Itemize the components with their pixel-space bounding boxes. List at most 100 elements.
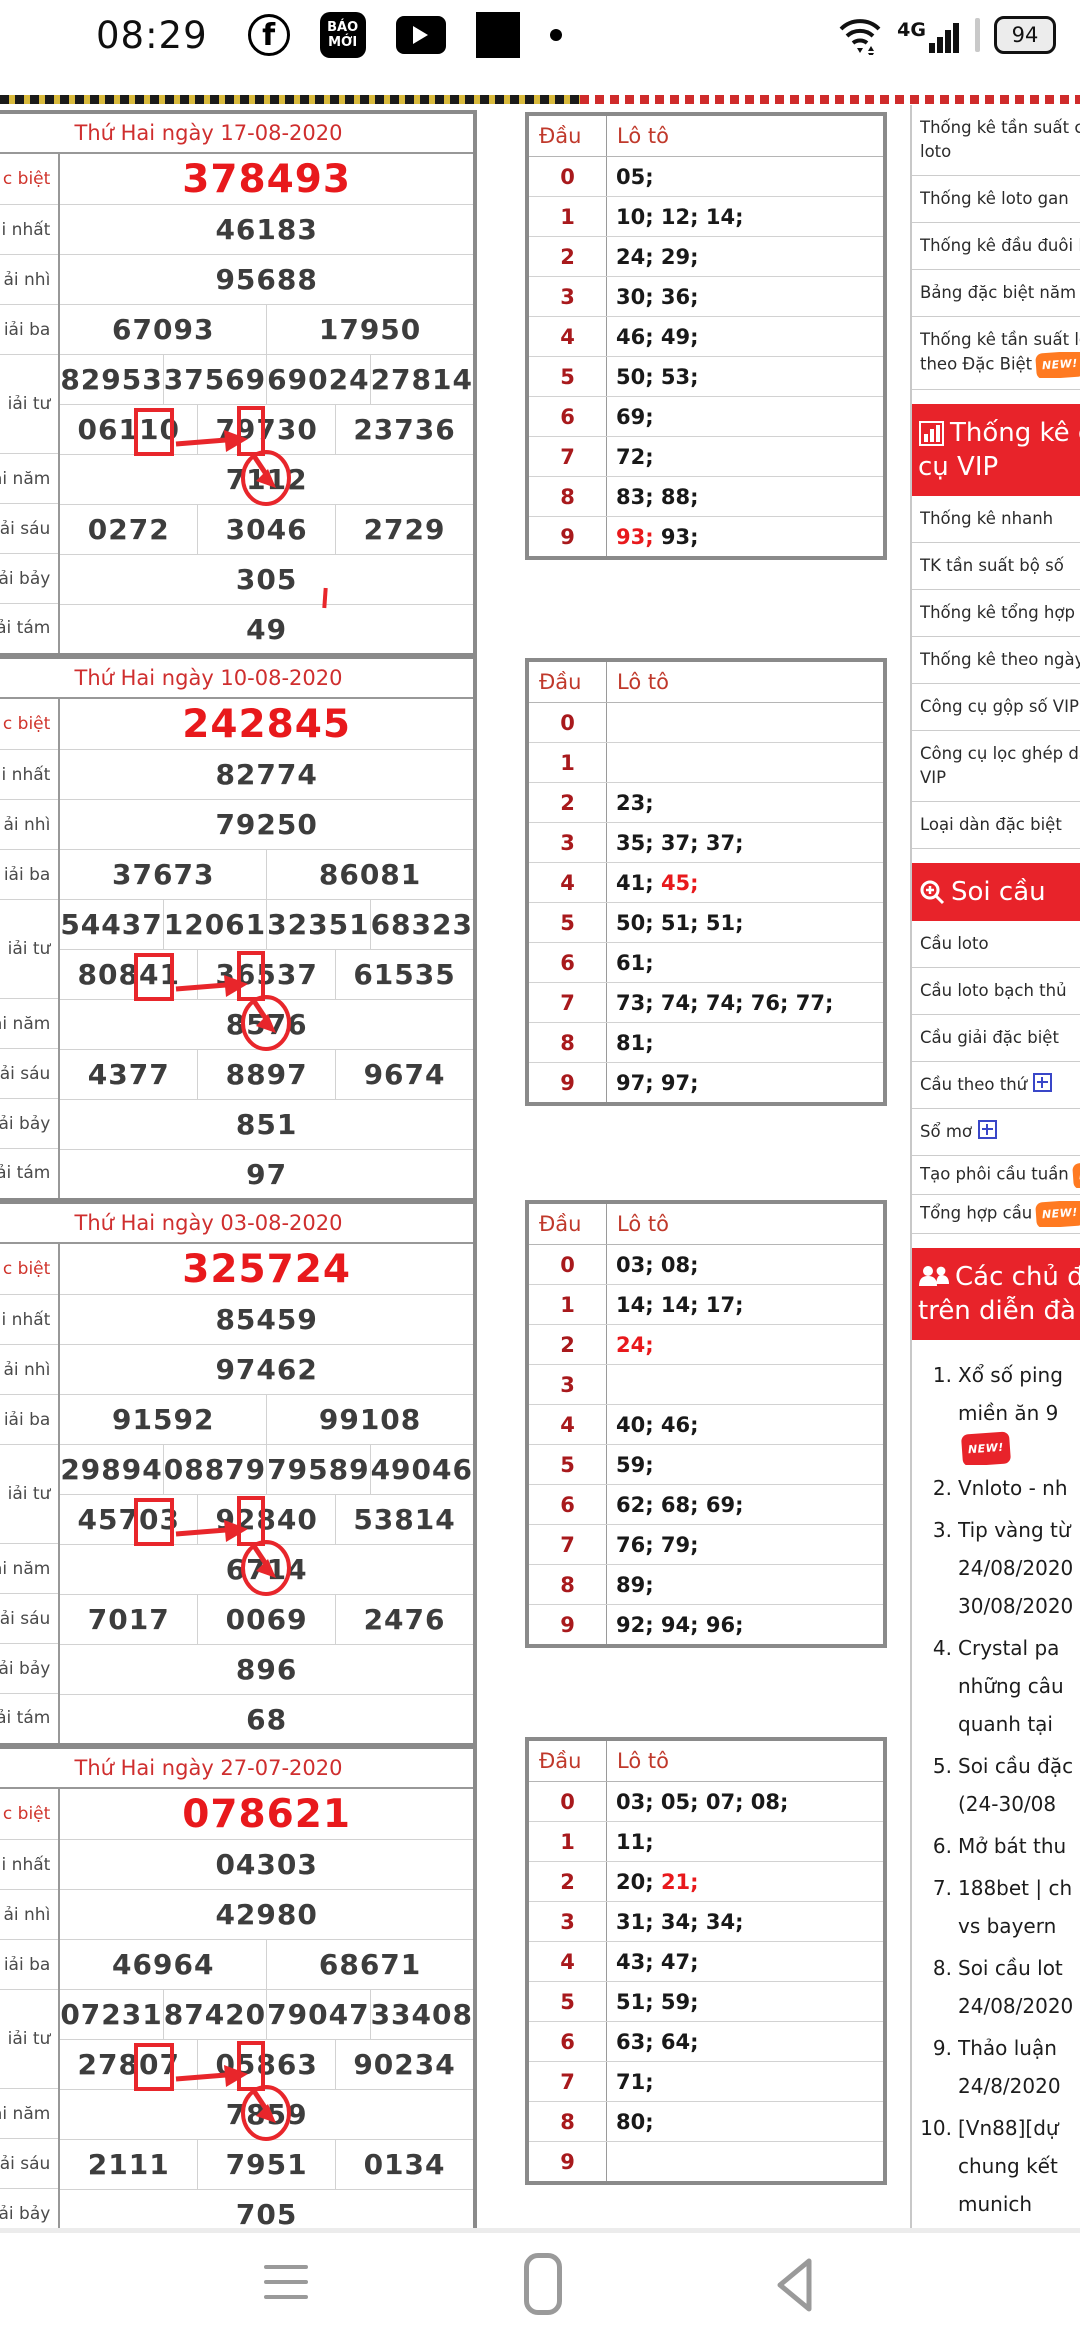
prize-number: 4377 xyxy=(87,1058,170,1091)
prize-number: 33408 xyxy=(369,1990,473,2039)
prize-number: 0134 xyxy=(335,2140,473,2189)
sidebar-link-gop-so-vip[interactable]: Công cụ gộp số VIP xyxy=(912,684,1080,731)
sidebar-link-tao-phoi-cau[interactable]: Tạo phôi cầu tuầnNEW! xyxy=(912,1156,1080,1195)
sidebar-link-tan-suat-dac-biet[interactable]: Thống kê tần suất lot theo Đặc Biệt NEW! xyxy=(912,317,1080,390)
prize-label: iải tư xyxy=(7,394,51,414)
sidebar-link-dau-duoi[interactable]: Thống kê đầu đuôi lô xyxy=(912,223,1080,270)
forum-topic[interactable]: 2. Vnloto - nh xyxy=(932,1475,1068,1500)
forum-topic[interactable]: 1. Xổ số ping miền ăn 9 NEW! xyxy=(916,1356,1080,1465)
prize-number: 79589 xyxy=(266,1445,369,1494)
prize-label: ải nhất xyxy=(0,764,51,785)
prize-number: 79730 xyxy=(197,405,335,454)
prize-number: 82774 xyxy=(215,758,318,791)
sidebar-link-thong-ke-nhanh[interactable]: Thống kê nhanh xyxy=(912,496,1080,543)
prize-number: 91592 xyxy=(112,1403,215,1436)
dau-row: 9 97; 97; xyxy=(529,1063,883,1102)
sidebar-link-cau-theo-thu[interactable]: Cầu theo thứ xyxy=(912,1062,1080,1109)
sidebar-link-tk-bo-so[interactable]: TK tần suất bộ số xyxy=(912,543,1080,590)
forum-topics-header[interactable]: Các chủ đề trên diễn đà xyxy=(912,1248,1080,1340)
prize-number: 17950 xyxy=(266,305,473,354)
forum-topic[interactable]: 5. Soi cầu đặc (24-30/08 xyxy=(932,1753,1074,1816)
forum-topic[interactable]: 8. Soi cầu lot 24/08/2020 xyxy=(932,1955,1074,2018)
status-bar: 08:29 f BÁO MỚI 4G 94 xyxy=(0,0,1080,70)
sidebar-link-tong-hop-cau[interactable]: Tổng hợp cầu NEW! xyxy=(912,1195,1080,1234)
prize-number: 95688 xyxy=(215,263,318,296)
prize-number: 85459 xyxy=(215,1303,318,1336)
home-icon[interactable] xyxy=(524,2253,562,2315)
sidebar-link-loc-ghep-dan[interactable]: Công cụ lọc ghép dàn VIP xyxy=(912,731,1080,802)
prize-label: ải nhì xyxy=(3,1904,51,1925)
sidebar-link-loai-dan[interactable]: Loại dàn đặc biệt xyxy=(912,802,1080,849)
sidebar-link-bang-dac-biet[interactable]: Bảng đặc biệt năm xyxy=(912,270,1080,317)
dau-row: 9 93; 93; xyxy=(529,517,883,556)
loto-values: 41; 45; xyxy=(616,870,699,895)
sidebar-link-cau-loto[interactable]: Cầu loto xyxy=(912,921,1080,968)
dau-row: 6 61; xyxy=(529,943,883,983)
prize-label: ải tám xyxy=(0,1163,51,1183)
prize-label: ải nhì xyxy=(3,814,51,835)
new-badge: NEW! xyxy=(1035,1201,1080,1227)
chart-icon xyxy=(919,420,944,446)
prize-labels: c biệt ải nhất ải nhì iải ba iải tư ải n… xyxy=(0,1244,61,1743)
sidebar-link-cau-bach-thu[interactable]: Cầu loto bạch thủ xyxy=(912,968,1080,1015)
dau-row: 2 23; xyxy=(529,783,883,823)
prize-number: 32351 xyxy=(266,900,369,949)
forum-topic[interactable]: 6. Mở bát thu xyxy=(932,1833,1067,1858)
prize-number: 80841 xyxy=(77,958,180,991)
forum-topic[interactable]: 4. Crystal pa những câu quanh tại xyxy=(932,1635,1064,1736)
prize-label: iải tư xyxy=(7,1484,51,1504)
soi-cau-header[interactable]: Soi cầu xyxy=(912,863,1080,921)
loto-values: 89; xyxy=(616,1572,654,1597)
sidebar: Thống kê tần suất cả loto Thống kê loto … xyxy=(912,105,1080,2228)
loto-values: 73; 74; 74; 76; 77; xyxy=(616,990,834,1015)
wifi-icon xyxy=(839,19,881,55)
forum-topic[interactable]: 9. Thảo luận 24/8/2020 xyxy=(932,2035,1061,2098)
loto-values: 93; 93; xyxy=(616,524,699,549)
forum-topic[interactable]: 7. 188bet | ch vs bayern xyxy=(932,1875,1073,1938)
dau-row: 1 10; 12; 14; xyxy=(529,197,883,237)
dau-row: 3 xyxy=(529,1365,883,1405)
prize-number: 896 xyxy=(235,1653,298,1686)
sidebar-link-cau-dac-biet[interactable]: Cầu giải đặc biệt xyxy=(912,1015,1080,1062)
forum-topic[interactable]: 3. Tip vàng từ 24/08/2020 30/08/2020 xyxy=(932,1517,1074,1618)
loto-values: 40; 46; xyxy=(616,1412,699,1437)
loto-values: 05; xyxy=(616,164,654,189)
prize-label: iải ba xyxy=(3,1954,51,1975)
prize-label: ải năm xyxy=(0,2103,51,2124)
prize-number: 53814 xyxy=(335,1495,473,1544)
dau-row: 0 03; 05; 07; 08; xyxy=(529,1782,883,1822)
menu-icon[interactable] xyxy=(264,2265,308,2310)
page-content: Thứ Hai ngày 17-08-2020 c biệt ải nhất ả… xyxy=(0,105,1080,2228)
facebook-icon: f xyxy=(247,14,290,56)
dau-row: 9 92; 94; 96; xyxy=(529,1605,883,1644)
dau-row: 5 59; xyxy=(529,1445,883,1485)
loto-values xyxy=(607,743,883,782)
vip-tools-header[interactable]: Thống kê công cụ VIP xyxy=(912,404,1080,496)
dau-row: 4 43; 47; xyxy=(529,1942,883,1982)
dau-row: 0 xyxy=(529,703,883,743)
dau-row: 1 xyxy=(529,743,883,783)
prize-label: ải tám xyxy=(0,1708,51,1728)
result-table-title: Thứ Hai ngày 03-08-2020 xyxy=(0,1204,473,1244)
baomoi-icon: BÁO MỚI xyxy=(319,12,366,58)
dau-row: 4 41; 45; xyxy=(529,863,883,903)
dau-row: 9 xyxy=(529,2142,883,2181)
signal-icon: 4G xyxy=(897,17,961,53)
sidebar-link-theo-ngay[interactable]: Thống kê theo ngày xyxy=(912,637,1080,684)
prize-label: c biệt xyxy=(2,169,51,189)
prize-number: 37569 xyxy=(162,355,266,404)
dau-loto-table-4: Đầu Lô tô 0 03; 05; 07; 08; 1 11; 2 20; 21; … xyxy=(525,1737,887,2185)
loto-values: 46; 49; xyxy=(616,324,699,349)
sidebar-link-tong-hop[interactable]: Thống kê tổng hợp xyxy=(912,590,1080,637)
loto-values: 23; xyxy=(616,790,654,815)
dau-loto-table-1: Đầu Lô tô 0 05; 1 10; 12; 14; 2 24; 29; 3 30;… xyxy=(525,112,887,560)
loto-values: 03; 05; 07; 08; xyxy=(616,1789,789,1814)
back-icon[interactable] xyxy=(772,2255,818,2315)
sidebar-link-tan-suat-loto[interactable]: Thống kê tần suất cả loto xyxy=(912,105,1080,176)
prize-label: ải nhất xyxy=(0,219,51,240)
prize-label: ải năm xyxy=(0,1558,51,1579)
sidebar-link-so-mo[interactable]: Sổ mơ xyxy=(912,1109,1080,1156)
prize-number: 86081 xyxy=(266,850,473,899)
sidebar-link-loto-gan[interactable]: Thống kê loto gan xyxy=(912,176,1080,223)
forum-topic[interactable]: 10. [Vn88][dự chung kết munich xyxy=(920,2115,1059,2216)
